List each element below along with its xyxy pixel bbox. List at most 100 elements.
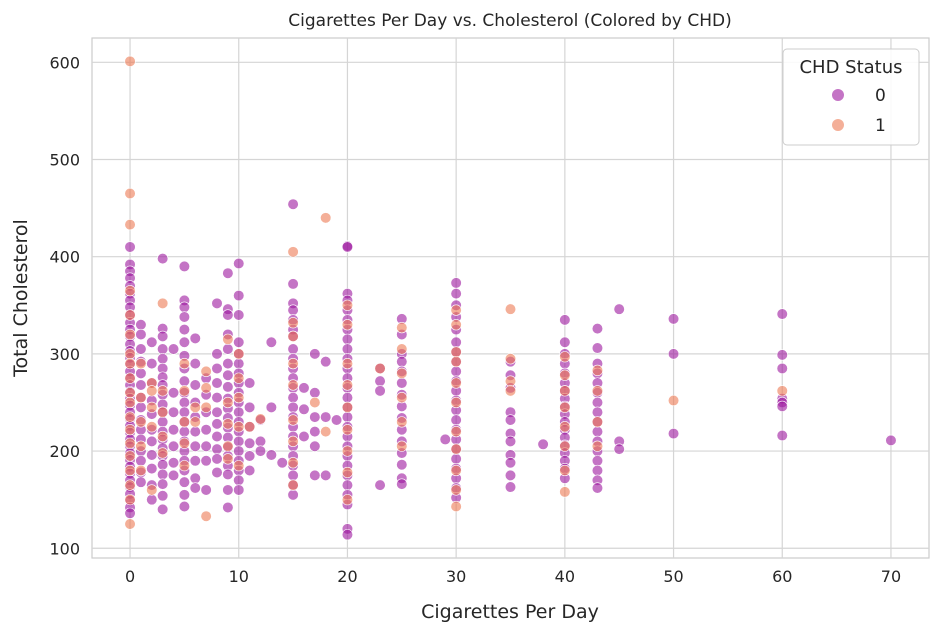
data-point-chd-1 (559, 385, 571, 397)
data-point-chd-0 (157, 343, 169, 355)
data-point-chd-0 (167, 406, 180, 418)
data-point-chd-0 (309, 348, 321, 360)
data-point-chd-0 (330, 414, 343, 426)
data-point-chd-0 (396, 377, 408, 389)
data-point-chd-0 (157, 503, 169, 516)
x-tick-labels: 0 10 20 30 40 50 60 70 (125, 567, 901, 586)
data-point-chd-0 (776, 400, 788, 412)
data-point-chd-0 (222, 468, 234, 481)
data-point-chd-0 (146, 358, 158, 370)
data-point-chd-1 (124, 450, 136, 462)
data-point-chd-1 (341, 494, 354, 506)
data-point-chd-0 (135, 319, 147, 331)
data-point-chd-1 (287, 435, 299, 447)
data-point-chd-1 (233, 372, 245, 384)
data-point-chd-0 (309, 387, 321, 399)
y-tick-label: 100 (49, 539, 80, 558)
data-point-chd-1 (559, 440, 571, 452)
data-point-chd-0 (167, 424, 180, 436)
data-point-chd-0 (287, 489, 299, 501)
data-point-chd-0 (341, 529, 354, 541)
data-point-chd-0 (276, 457, 288, 469)
data-point-chd-0 (157, 353, 169, 365)
data-point-chd-0 (135, 401, 147, 413)
data-point-chd-0 (233, 309, 245, 321)
data-point-chd-1 (776, 385, 788, 397)
data-point-chd-0 (341, 392, 354, 404)
data-point-chd-1 (124, 437, 136, 449)
data-point-chd-0 (320, 411, 332, 423)
data-point-chd-0 (504, 481, 517, 493)
data-point-chd-0 (178, 375, 190, 387)
data-point-chd-1 (135, 464, 147, 477)
data-point-chd-0 (211, 348, 223, 360)
data-point-chd-0 (591, 396, 604, 409)
data-point-chd-0 (559, 314, 571, 326)
data-point-chd-1 (244, 421, 256, 433)
data-point-chd-0 (233, 484, 245, 496)
data-point-chd-1 (504, 353, 517, 365)
data-point-chd-0 (189, 358, 201, 370)
data-point-chd-1 (287, 379, 299, 391)
data-point-chd-1 (222, 396, 234, 409)
data-point-chd-1 (124, 424, 136, 436)
data-point-chd-0 (211, 418, 223, 430)
legend-marker-0 (832, 89, 844, 101)
data-point-chd-0 (374, 375, 386, 387)
data-point-chd-1 (124, 479, 136, 491)
data-point-chd-1 (287, 414, 299, 426)
data-point-chd-0 (146, 435, 158, 447)
data-point-chd-0 (591, 482, 604, 494)
data-point-chd-0 (309, 426, 321, 438)
x-axis-label: Cigarettes Per Day (421, 601, 599, 623)
data-point-chd-1 (287, 317, 299, 329)
data-point-chd-0 (157, 490, 169, 502)
data-point-chd-1 (341, 379, 354, 391)
data-point-chd-0 (287, 469, 299, 481)
data-point-chd-1 (124, 309, 136, 321)
data-point-chd-0 (450, 365, 462, 377)
data-point-chd-1 (233, 460, 245, 472)
data-point-chd-0 (178, 336, 190, 348)
data-point-chd-0 (776, 429, 788, 442)
data-point-chd-1 (450, 346, 462, 358)
data-point-chd-0 (776, 362, 788, 375)
data-point-chd-0 (178, 500, 190, 513)
data-point-chd-0 (450, 453, 462, 465)
data-point-chd-1 (504, 303, 517, 315)
data-point-chd-1 (591, 416, 604, 428)
data-point-chd-0 (157, 416, 169, 428)
data-point-chd-0 (591, 342, 604, 354)
data-point-chd-1 (222, 333, 234, 345)
data-point-chd-0 (450, 336, 462, 348)
data-point-chd-0 (341, 411, 354, 423)
data-point-chd-1 (146, 385, 158, 397)
x-tick-label: 20 (337, 567, 357, 586)
data-point-chd-0 (211, 443, 223, 455)
data-point-chd-0 (167, 387, 180, 399)
data-point-chd-0 (233, 474, 245, 486)
x-tick-label: 50 (663, 567, 683, 586)
data-point-chd-0 (222, 309, 234, 321)
data-point-chd-1 (320, 212, 332, 224)
data-point-chd-0 (667, 348, 680, 360)
data-point-chd-0 (211, 406, 223, 418)
data-point-chd-0 (233, 358, 245, 370)
data-point-chd-0 (591, 406, 604, 418)
data-point-chd-0 (667, 313, 680, 325)
data-point-chd-0 (396, 459, 408, 471)
data-point-chd-0 (320, 356, 332, 368)
x-tick-label: 40 (555, 567, 575, 586)
y-axis-label: Total Cholesterol (10, 219, 32, 378)
data-point-chd-1 (124, 328, 136, 341)
data-point-chd-1 (135, 358, 147, 370)
data-point-chd-1 (341, 319, 354, 331)
data-point-chd-1 (222, 440, 234, 452)
data-point-chd-0 (309, 469, 321, 481)
data-point-chd-0 (591, 426, 604, 438)
data-point-chd-1 (450, 484, 462, 496)
legend-title: CHD Status (799, 57, 902, 78)
data-point-chd-1 (559, 369, 571, 381)
